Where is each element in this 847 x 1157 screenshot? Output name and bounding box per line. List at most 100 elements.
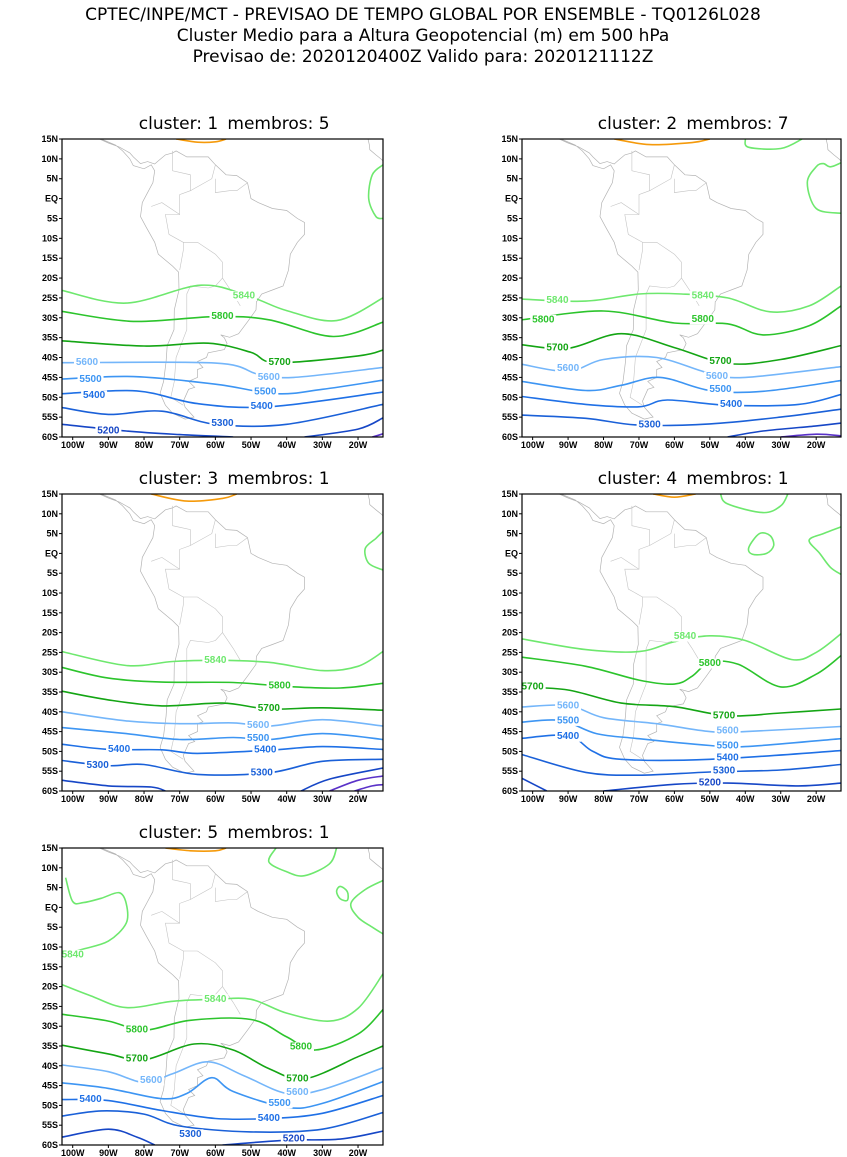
contour-label: 5200 [283,1134,306,1145]
contour-label: 5300 [87,760,110,771]
panel-title-members: membros: 1 [227,823,329,843]
contour-label: 5800 [126,1025,149,1036]
lon-tick-label: 100W [61,440,85,450]
lat-tick-label: 60S [42,786,58,796]
lat-tick-label: 15S [42,608,58,618]
contour-label-bg [248,767,275,778]
contour-label: 5500 [557,715,580,726]
contour-label: 5800 [290,1042,313,1053]
lon-tick-label: 80W [135,794,154,804]
africa-coastline [367,494,383,517]
contour-label-bg [245,733,272,744]
contour-label: 5400 [258,1113,281,1124]
lat-tick-label: 10S [42,942,58,952]
contour-5500 [62,1076,383,1110]
map-area: 5840 5800 5700 5700 5600 5600 5500 5500 5400 5400… [522,494,841,791]
contour-label-bg [718,399,745,410]
contour-label: 5300 [211,418,234,429]
lon-tick-label: 20W [807,440,826,450]
contour-5840 [719,494,789,514]
contour-label: 5200 [699,778,722,789]
lon-tick-label: 80W [594,440,613,450]
lon-tick-label: 90W [99,440,118,450]
cluster-panel-5: cluster: 5 membros: 1 5840 5840 5800 5800 5700… [41,823,384,1157]
contour-label: 5600 [557,700,580,711]
lat-tick-label: 50S [502,746,518,756]
lat-tick-label: 10S [42,588,58,598]
lon-tick-label: 100W [61,1148,85,1157]
lat-tick-label: 10N [41,863,58,873]
lat-tick-label: 30S [502,667,518,677]
contour-5840 [349,879,383,935]
contour-label-bg [284,1087,311,1098]
plot-frame [521,493,842,792]
contour-5500 [522,376,841,394]
contour-label-bg [544,342,571,353]
lat-tick-label: EQ [45,548,58,558]
country-border [215,533,248,548]
lat-tick-label: 50S [42,1100,58,1110]
panel-title-cluster: cluster: 1 [139,114,218,134]
lat-tick-label: EQ [505,194,518,204]
panel-title-members: membros: 1 [227,469,329,489]
contour-5700 [522,686,841,717]
country-border [172,150,191,191]
lat-tick-label: 45S [502,372,518,382]
contour-label: 5800 [532,314,555,325]
contour-label: 5600 [706,371,729,382]
lat-tick-label: 5N [46,529,58,539]
plot-frame [61,847,384,1146]
cluster-panel-4: cluster: 4 membros: 1 5840 5800 5700 5700 5600… [501,469,842,804]
contour-label-bg [248,401,275,412]
contour-5200 [62,423,234,437]
lon-tick-label: 100W [521,794,545,804]
country-border [629,277,682,406]
africa-coastline [825,494,841,517]
contour-label: 5700 [522,682,545,693]
contour-label-bg [202,994,229,1005]
contour-label: 5400 [254,745,277,756]
contour-5400 [522,393,841,408]
lat-tick-label: 10N [501,154,518,164]
contour-label-bg [530,314,557,325]
contour-label-bg [255,372,282,383]
contour-label-bg [711,766,738,777]
lon-tick-label: 60W [665,440,684,450]
contour-label-bg [555,715,582,726]
contour-label-bg [106,744,133,755]
lat-tick-label: 40S [502,707,518,717]
panel-title-cluster: cluster: 3 [139,469,218,489]
cluster-panel-1: cluster: 1 membros: 5 5840 5800 5700 5600 5600… [41,114,384,450]
contour-5600 [62,711,383,727]
header-title: CPTEC/INPE/MCT - PREVISAO DE TEMPO GLOBA… [85,5,761,25]
contour-label: 5400 [83,390,106,401]
panel-title-members: membros: 1 [686,469,788,489]
contour-label: 5700 [546,342,569,353]
contour-label-bg [707,384,734,395]
contour-label: 5400 [108,744,131,755]
contour-label-bg [555,731,582,742]
contour-5500 [62,726,383,741]
country-border [610,202,640,215]
contour-5200 [62,779,166,791]
contour-5800 [62,1009,383,1051]
lon-tick-label: 60W [206,794,225,804]
lat-tick-label: 30S [42,667,58,677]
lat-tick-label: 60S [42,432,58,442]
contour-label-bg [255,703,282,714]
contour-5840 [267,848,338,877]
contour-label-bg [714,725,741,736]
contour-label: 5200 [97,426,120,437]
panel-title-members: membros: 5 [227,114,329,134]
contour-5840 [364,531,383,571]
cluster-panel-3: cluster: 3 membros: 1 5840 5800 5700 5600 5500… [41,469,384,804]
contour-5400 [62,389,383,409]
contour-label: 5600 [716,725,739,736]
contour-label: 5840 [674,631,697,642]
map-area: 5840 5800 5700 5600 5600 5500 5500 5400 5400 5300… [62,139,383,437]
lat-tick-label: 25S [42,647,58,657]
contour-label: 5400 [557,731,580,742]
contour-label-bg [636,420,663,431]
